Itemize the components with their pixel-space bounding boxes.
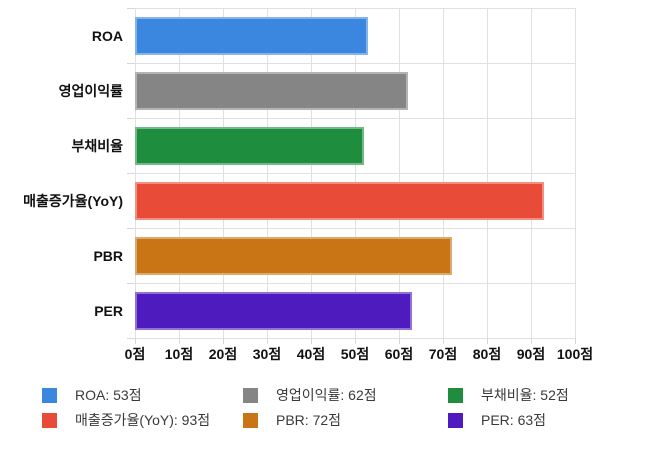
v-gridline: [135, 8, 136, 338]
v-gridline: [487, 8, 488, 338]
x-tick-label: 10점: [164, 346, 194, 362]
legend-label: PBR: 72점: [276, 412, 342, 428]
v-gridline: [443, 8, 444, 338]
legend-swatch: [448, 412, 463, 428]
legend-swatch: [448, 387, 463, 403]
y-axis-tick: [127, 173, 135, 174]
x-axis-tick: [487, 338, 488, 344]
x-axis-tick: [135, 338, 136, 344]
legend-label: ROA: 53점: [75, 387, 142, 403]
v-gridline: [355, 8, 356, 338]
legend-item[interactable]: 부채비율: 52점: [448, 387, 632, 403]
v-gridline: [223, 8, 224, 338]
x-axis-tick: [399, 338, 400, 344]
v-gridline: [575, 8, 576, 338]
x-tick-label: 40점: [296, 346, 326, 362]
x-tick-label: 60점: [384, 346, 414, 362]
legend-label: 영업이익률: 62점: [276, 387, 377, 403]
v-gridline: [311, 8, 312, 338]
legend-item[interactable]: PBR: 72점: [243, 412, 448, 428]
y-axis-tick: [127, 118, 135, 119]
legend-label: 매출증가율(YoY): 93점: [75, 412, 211, 428]
plot-area: [127, 8, 576, 344]
y-axis-tick: [127, 283, 135, 284]
x-axis-tick: [179, 338, 180, 344]
bar-매출증가율(YoY)[interactable]: [135, 181, 545, 220]
bar-부채비율[interactable]: [135, 126, 364, 165]
x-axis-tick: [443, 338, 444, 344]
category-label: PER: [94, 302, 123, 319]
bar-PER[interactable]: [135, 291, 413, 330]
x-tick-label: 50점: [340, 346, 370, 362]
legend-swatch: [243, 412, 258, 428]
y-axis-tick: [127, 8, 135, 9]
bar-ROA[interactable]: [135, 16, 369, 55]
legend-swatch: [42, 412, 57, 428]
x-tick-label: 90점: [516, 346, 546, 362]
x-tick-label: 0점: [124, 346, 146, 362]
v-gridline: [531, 8, 532, 338]
bar-PBR[interactable]: [135, 236, 452, 275]
legend-swatch: [42, 387, 57, 403]
legend-swatch: [243, 387, 258, 403]
legend-item[interactable]: PER: 63점: [448, 412, 632, 428]
x-axis-tick: [355, 338, 356, 344]
legend-label: 부채비율: 52점: [481, 387, 569, 403]
y-axis-tick: [127, 338, 135, 339]
category-label: ROA: [91, 27, 123, 44]
legend-item[interactable]: 매출증가율(YoY): 93점: [42, 412, 243, 428]
x-axis-tick: [575, 338, 576, 344]
x-tick-label: 70점: [428, 346, 458, 362]
x-tick-label: 100점: [556, 346, 594, 362]
legend-item[interactable]: ROA: 53점: [42, 387, 243, 403]
x-axis-tick: [267, 338, 268, 344]
x-axis-tick: [223, 338, 224, 344]
x-tick-label: 20점: [208, 346, 238, 362]
v-gridline: [399, 8, 400, 338]
legend-item[interactable]: 영업이익률: 62점: [243, 387, 448, 403]
x-tick-label: 80점: [472, 346, 502, 362]
x-axis-tick: [311, 338, 312, 344]
v-gridline: [179, 8, 180, 338]
category-label: 매출증가율(YoY): [23, 192, 123, 209]
x-axis-tick: [531, 338, 532, 344]
category-label: 부채비율: [71, 137, 123, 154]
category-label: PBR: [93, 247, 123, 264]
v-gridline: [267, 8, 268, 338]
y-axis-tick: [127, 63, 135, 64]
legend-label: PER: 63점: [481, 412, 547, 428]
bar-영업이익률[interactable]: [135, 71, 408, 110]
x-tick-label: 30점: [252, 346, 282, 362]
category-label: 영업이익률: [58, 82, 123, 99]
y-axis-tick: [127, 228, 135, 229]
